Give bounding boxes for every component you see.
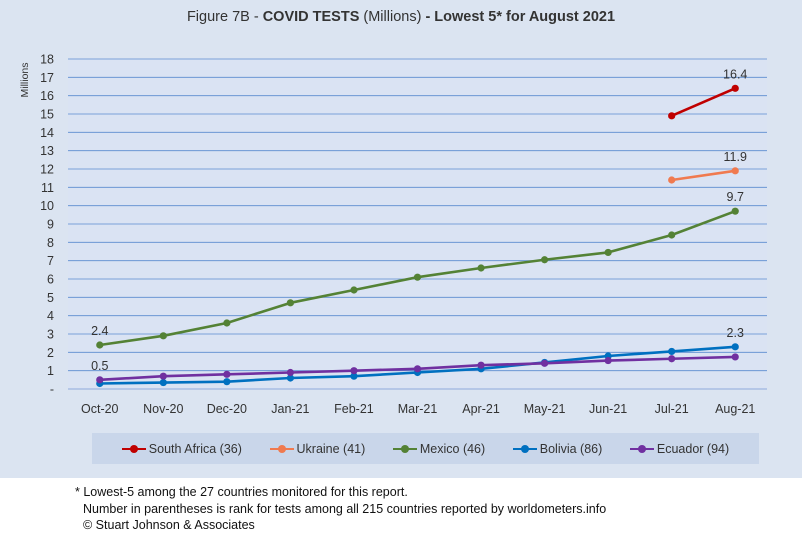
legend-label: Ecuador (94) bbox=[656, 441, 730, 456]
data-point bbox=[159, 332, 167, 340]
legend-item: South Africa (36) bbox=[121, 441, 242, 456]
data-point bbox=[731, 343, 739, 351]
y-tick-label: 1 bbox=[47, 364, 54, 378]
data-point bbox=[604, 356, 612, 365]
chart-title: Figure 7B - COVID TESTS (Millions) - Low… bbox=[0, 9, 802, 25]
title-prefix: Figure 7B - bbox=[186, 9, 263, 25]
data-point bbox=[350, 286, 358, 294]
legend-label: South Africa (36) bbox=[148, 441, 242, 456]
data-label: 11.9 bbox=[724, 150, 747, 164]
legend-swatch bbox=[121, 443, 146, 455]
y-tick-label: 13 bbox=[40, 144, 54, 158]
data-point bbox=[350, 372, 358, 380]
y-tick-label: 2 bbox=[47, 346, 54, 360]
data-point bbox=[286, 374, 295, 382]
x-tick-label: Apr-21 bbox=[462, 402, 500, 416]
y-tick-label: 9 bbox=[47, 218, 54, 232]
data-point bbox=[668, 347, 676, 356]
legend-item: Mexico (46) bbox=[392, 441, 486, 456]
legend-label: Ukraine (41) bbox=[296, 441, 366, 456]
y-tick-label: 6 bbox=[47, 273, 54, 287]
x-tick-label: Nov-20 bbox=[143, 402, 183, 416]
x-tick-label: Jun-21 bbox=[589, 402, 627, 416]
y-tick-label: 7 bbox=[47, 254, 54, 268]
x-tick-label: May-21 bbox=[524, 402, 566, 416]
series-line bbox=[671, 169, 736, 182]
data-point bbox=[540, 359, 549, 367]
data-point bbox=[413, 273, 422, 281]
legend-swatch bbox=[629, 443, 654, 455]
data-point bbox=[223, 370, 231, 378]
data-point bbox=[668, 112, 676, 120]
y-tick-label: 14 bbox=[40, 126, 54, 140]
data-point bbox=[286, 299, 295, 307]
legend-swatch bbox=[269, 443, 294, 455]
data-point bbox=[668, 231, 676, 239]
data-point bbox=[286, 368, 295, 377]
title-middle: (Millions) bbox=[359, 9, 426, 25]
x-tick-label: Feb-21 bbox=[334, 402, 374, 416]
data-point bbox=[96, 376, 104, 384]
data-point bbox=[223, 319, 231, 327]
x-tick-label: Oct-20 bbox=[81, 402, 119, 416]
data-point bbox=[477, 264, 485, 272]
x-tick-label: Jul-21 bbox=[655, 402, 689, 416]
x-tick-label: Jan-21 bbox=[271, 402, 309, 416]
data-point bbox=[159, 372, 167, 380]
series-line bbox=[671, 87, 736, 118]
y-tick-label: 11 bbox=[41, 181, 54, 195]
y-tick-label: 10 bbox=[40, 199, 54, 213]
y-tick-label: 16 bbox=[40, 89, 54, 103]
y-tick-label: 18 bbox=[40, 53, 54, 67]
legend-label: Bolivia (86) bbox=[539, 441, 603, 456]
y-tick-label: 3 bbox=[47, 328, 54, 342]
data-point bbox=[731, 353, 739, 361]
data-point bbox=[668, 176, 676, 184]
data-point bbox=[731, 84, 739, 92]
data-point bbox=[540, 256, 549, 264]
legend-label: Mexico (46) bbox=[419, 441, 486, 456]
data-point bbox=[477, 361, 485, 369]
footnote-2: Number in parentheses is rank for tests … bbox=[83, 501, 607, 516]
y-tick-label: - bbox=[50, 383, 54, 397]
y-axis-label: Millions bbox=[19, 62, 31, 97]
footnote-3: © Stuart Johnson & Associates bbox=[83, 518, 255, 532]
y-tick-label: 8 bbox=[47, 236, 54, 250]
x-tick-label: Mar-21 bbox=[398, 402, 438, 416]
footnote-1: * Lowest-5 among the 27 countries monito… bbox=[75, 485, 408, 499]
data-point bbox=[731, 207, 739, 215]
data-label: 16.4 bbox=[723, 67, 747, 81]
y-tick-label: 17 bbox=[40, 71, 54, 85]
legend-item: Ukraine (41) bbox=[269, 441, 366, 456]
y-tick-label: 12 bbox=[40, 163, 54, 177]
legend-swatch bbox=[512, 443, 537, 455]
y-tick-label: 5 bbox=[47, 291, 54, 305]
chart-area: Figure 7B - COVID TESTS (Millions) - Low… bbox=[0, 0, 802, 478]
data-label: 9.7 bbox=[727, 190, 744, 204]
x-tick-label: Dec-20 bbox=[207, 402, 247, 416]
legend-item: Bolivia (86) bbox=[512, 441, 603, 456]
footnotes: * Lowest-5 among the 27 countries monito… bbox=[75, 484, 606, 534]
legend: South Africa (36) Ukraine (41) Mexico (46)… bbox=[92, 433, 759, 464]
title-bold-2: - Lowest 5* for August 2021 bbox=[425, 9, 616, 25]
data-point bbox=[159, 378, 167, 387]
title-bold-1: COVID TESTS bbox=[262, 9, 360, 25]
data-label: 2.4 bbox=[91, 324, 108, 338]
data-point bbox=[668, 355, 676, 363]
x-tick-label: Aug-21 bbox=[715, 402, 755, 416]
data-point bbox=[350, 367, 358, 375]
data-point bbox=[96, 341, 104, 349]
data-label: 0.5 bbox=[91, 359, 108, 373]
y-tick-label: 15 bbox=[40, 108, 54, 122]
y-tick-label: 4 bbox=[47, 309, 54, 323]
legend-swatch bbox=[392, 443, 417, 455]
legend-item: Ecuador (94) bbox=[629, 441, 730, 456]
data-point bbox=[604, 248, 612, 257]
data-point bbox=[223, 378, 231, 386]
data-point bbox=[413, 365, 422, 373]
data-label: 2.3 bbox=[727, 326, 744, 340]
data-point bbox=[731, 167, 739, 175]
